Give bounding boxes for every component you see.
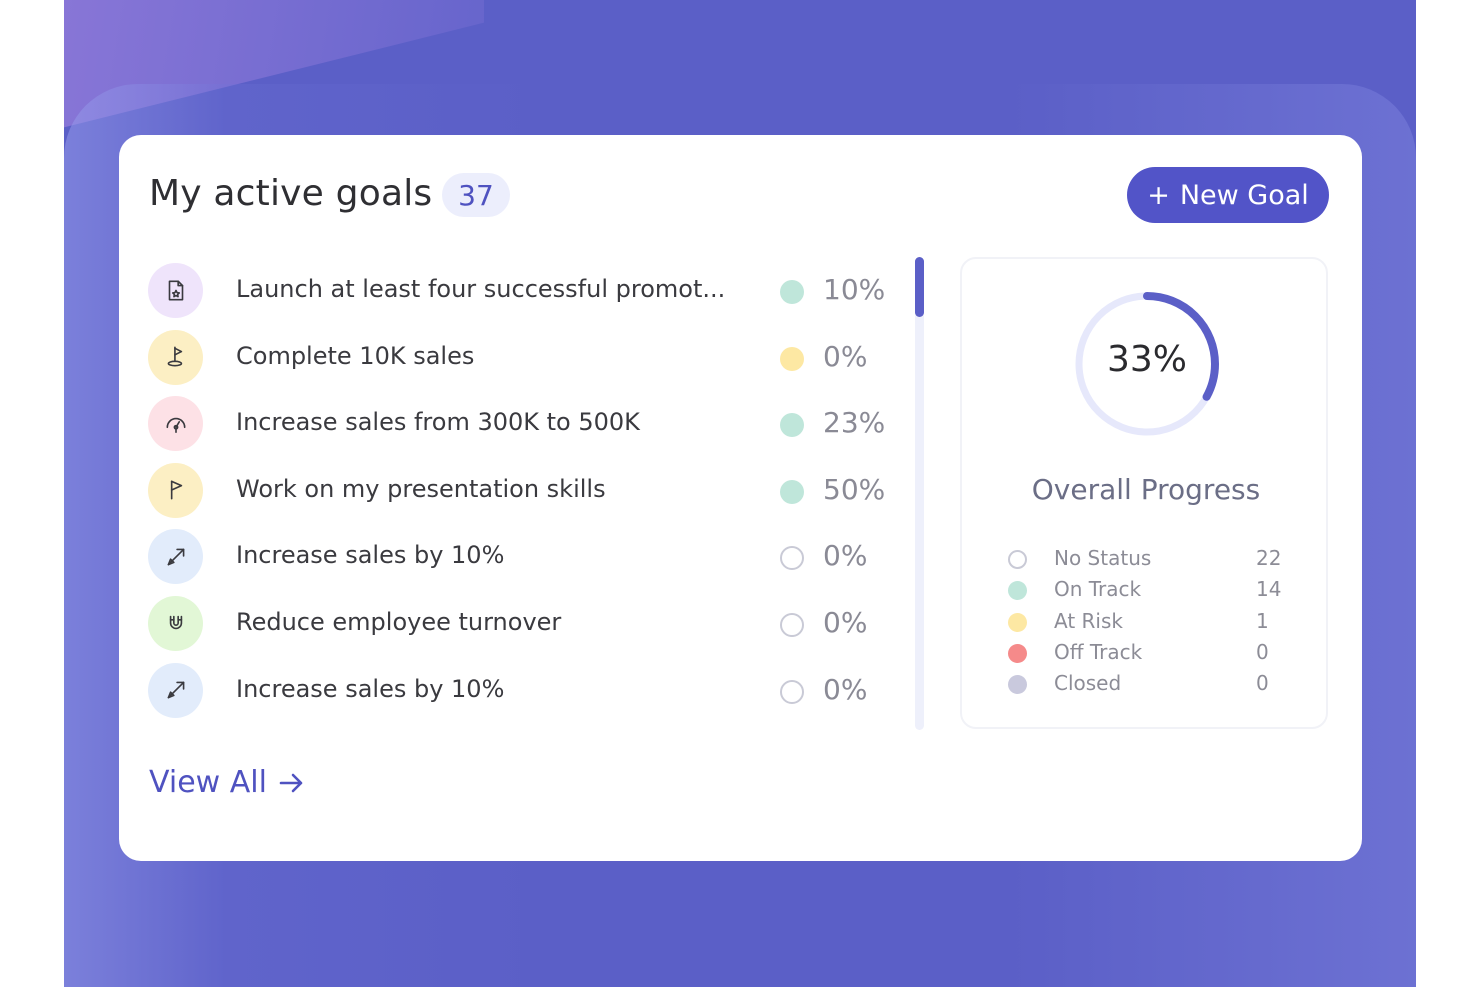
goal-percent: 23% — [823, 406, 886, 440]
golf-flag-icon — [148, 329, 203, 385]
goal-title[interactable]: Increase sales by 10% — [236, 674, 505, 703]
overall-progress-value: 33% — [1106, 339, 1187, 380]
progress-ring — [1075, 292, 1219, 436]
goal-row[interactable]: Complete 10K sales 0% — [148, 329, 908, 397]
goal-count-badge: 37 — [442, 173, 510, 217]
legend-item: On Track 14 — [1008, 576, 1298, 607]
arrow-right-icon — [279, 773, 303, 792]
legend-count: 14 — [1256, 577, 1282, 602]
legend-dot-closed — [1008, 675, 1027, 695]
goal-row[interactable]: Increase sales by 10% 0% — [148, 529, 908, 596]
goal-percent: 10% — [823, 273, 886, 306]
new-goal-label: New Goal — [1179, 179, 1309, 211]
progress-ring-arc — [1075, 292, 1219, 436]
legend-item: At Risk 1 — [1008, 608, 1298, 639]
status-legend: No Status 22 On Track 14 At Risk 1 Off Track 0 C… — [1008, 545, 1298, 701]
legend-name: At Risk — [1054, 608, 1123, 633]
view-all-label: View All — [149, 765, 267, 800]
goal-title[interactable]: Reduce employee turnover — [236, 607, 562, 636]
goal-title[interactable]: Launch at least four successful promot..… — [236, 275, 726, 303]
legend-count: 0 — [1256, 639, 1269, 664]
overall-progress-panel: 33% Overall Progress No Status 22 On Track… — [960, 257, 1328, 729]
status-dot-on-track — [780, 479, 804, 504]
gauge-icon — [148, 396, 203, 452]
legend-count: 0 — [1256, 671, 1269, 696]
status-dot-no-status — [780, 679, 804, 704]
flag-icon — [148, 462, 203, 518]
goal-percent: 0% — [823, 539, 868, 573]
goal-row[interactable]: Reduce employee turnover 0% — [148, 595, 908, 663]
legend-count: 1 — [1256, 608, 1269, 633]
arrow-diagonal-icon — [148, 529, 203, 585]
goal-row[interactable]: Increase sales from 300K to 500K 23% — [148, 396, 908, 463]
goal-percent: 50% — [823, 472, 886, 506]
goal-percent: 0% — [823, 605, 868, 639]
status-dot-on-track — [780, 413, 804, 438]
legend-dot-on-track — [1008, 581, 1027, 601]
goal-title[interactable]: Complete 10K sales — [236, 341, 475, 370]
legend-name: On Track — [1054, 577, 1142, 602]
legend-item: No Status 22 — [1008, 545, 1298, 576]
goal-title[interactable]: Increase sales by 10% — [236, 541, 505, 570]
goal-title[interactable]: Work on my presentation skills — [236, 474, 606, 503]
document-star-icon — [148, 263, 203, 318]
overall-progress-label: Overall Progress — [1031, 473, 1261, 506]
plus-icon: + — [1147, 179, 1170, 211]
card-title: My active goals — [149, 173, 433, 214]
legend-name: Off Track — [1054, 639, 1143, 664]
status-dot-no-status — [780, 612, 804, 637]
scrollbar-thumb[interactable] — [915, 257, 924, 317]
goal-title[interactable]: Increase sales from 300K to 500K — [236, 408, 640, 437]
status-dot-at-risk — [780, 346, 804, 371]
magnet-icon — [148, 595, 203, 651]
view-all-link[interactable]: View All — [149, 765, 305, 800]
legend-dot-at-risk — [1008, 612, 1027, 632]
goal-percent: 0% — [823, 339, 868, 373]
status-dot-on-track — [780, 280, 804, 304]
goal-row[interactable]: Increase sales by 10% 0% — [148, 662, 908, 730]
legend-name: No Status — [1054, 546, 1152, 570]
legend-dot-off-track — [1008, 643, 1027, 663]
goal-percent: 0% — [823, 672, 868, 706]
goal-list: Launch at least four successful promot..… — [148, 263, 908, 729]
goals-card: My active goals 37 + New Goal Launch at … — [119, 135, 1362, 861]
arrow-diagonal-icon — [148, 662, 203, 718]
legend-item: Closed 0 — [1008, 670, 1298, 701]
legend-item: Off Track 0 — [1008, 639, 1298, 670]
legend-name: Closed — [1054, 671, 1122, 696]
status-dot-no-status — [780, 546, 804, 571]
legend-dot-no-status — [1008, 550, 1027, 569]
goal-list-scrollbar[interactable] — [915, 257, 924, 730]
goal-row[interactable]: Launch at least four successful promot..… — [148, 263, 908, 330]
goal-row[interactable]: Work on my presentation skills 50% — [148, 462, 908, 530]
new-goal-button[interactable]: + New Goal — [1127, 167, 1329, 223]
legend-count: 22 — [1256, 546, 1282, 570]
